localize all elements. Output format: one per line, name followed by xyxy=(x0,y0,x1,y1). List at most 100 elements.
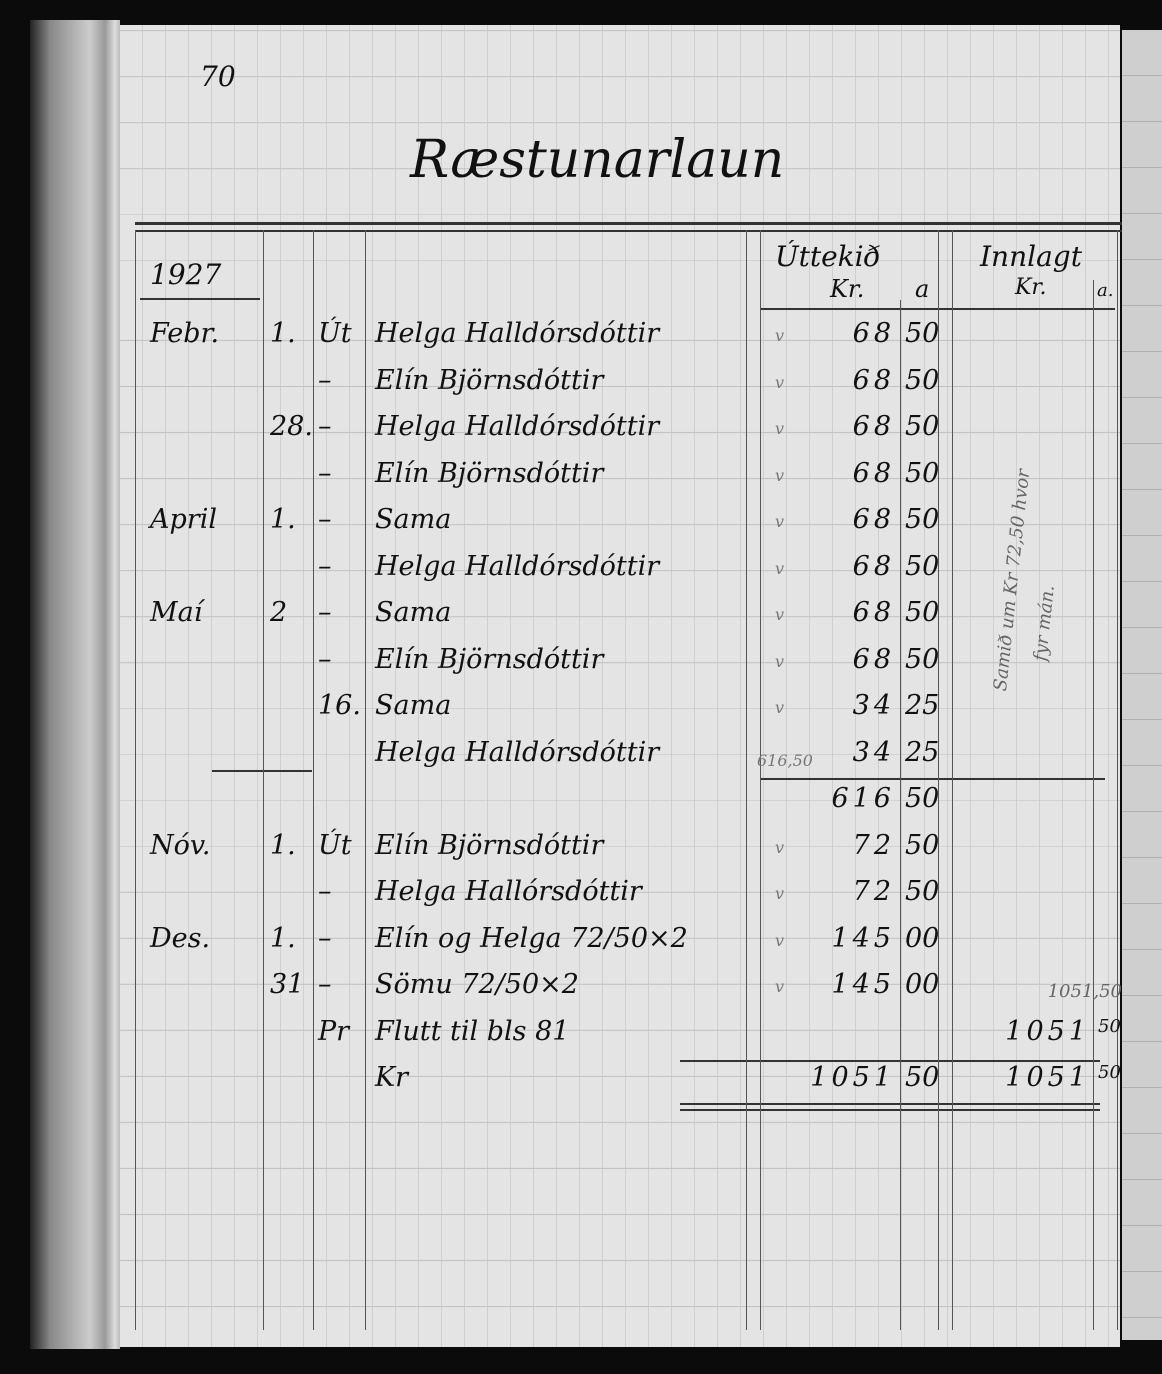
section-rule xyxy=(212,770,312,772)
cell-check: v xyxy=(775,605,785,624)
year-underline xyxy=(140,298,260,300)
top-rule-2 xyxy=(135,230,1122,232)
in-aur-header: a. xyxy=(1097,280,1114,301)
cell-kr: 145 xyxy=(831,969,895,1000)
cell-check: v xyxy=(775,698,785,717)
in-kr-header: Kr. xyxy=(1015,275,1047,300)
cell-kr: 68 xyxy=(852,457,895,489)
cell-aur: 50 xyxy=(905,597,940,628)
total-rule xyxy=(680,1060,1100,1062)
col-line xyxy=(760,230,761,1330)
out-column-header: Úttekið xyxy=(775,240,881,273)
cell-kr: 616 xyxy=(831,783,895,814)
cell-in-kr: 1051,50 xyxy=(1047,981,1122,1002)
cell-kr: 68 xyxy=(852,364,895,396)
cell-day: 2 xyxy=(270,597,288,628)
cell-name: Helga Halldórsdóttir xyxy=(375,411,660,442)
double-rule-1 xyxy=(680,1103,1100,1105)
cell-check: v xyxy=(775,326,785,345)
subtotal-rule xyxy=(760,778,1105,780)
cell-check: v xyxy=(775,651,785,671)
cell-type: – xyxy=(318,364,332,396)
cell-name: Sömu 72/50×2 xyxy=(375,969,579,1000)
cell-name: Helga Halldórsdóttir xyxy=(375,550,660,582)
cell-in-aur: 50 xyxy=(1098,1062,1121,1083)
cell-name: Helga Hallórsdóttir xyxy=(375,876,642,907)
cell-kr: 145 xyxy=(831,922,895,954)
col-line xyxy=(263,230,264,1330)
cell-kr: 1051 xyxy=(810,1062,895,1093)
cell-check: v xyxy=(775,558,785,578)
col-line xyxy=(952,230,953,1330)
cell-check: v xyxy=(775,419,785,438)
book-spine xyxy=(30,20,120,1349)
col-line xyxy=(1093,280,1094,1330)
cell-name: Sama xyxy=(375,597,452,628)
cell-check: v xyxy=(775,930,785,950)
cell-kr: 68 xyxy=(852,504,895,535)
cell-check: v xyxy=(775,977,785,996)
col-line xyxy=(938,230,939,1330)
cell-type: – xyxy=(318,550,332,582)
out-aur-header: a xyxy=(915,275,930,303)
cell-aur: 00 xyxy=(905,922,940,954)
cell-aur: 50 xyxy=(905,457,940,489)
cell-day: 1. xyxy=(270,318,296,349)
cell-kr: 68 xyxy=(852,597,895,628)
cell-in-kr: 1051 xyxy=(1005,1062,1090,1093)
cell-type: – xyxy=(318,504,332,535)
cell-kr: 68 xyxy=(852,643,895,675)
cell-check: v xyxy=(775,884,785,903)
cell-aur: 50 xyxy=(905,1062,940,1093)
cell-check: v xyxy=(775,372,785,392)
cell-check: v xyxy=(775,512,785,531)
cell-month: Febr. xyxy=(150,318,220,349)
cell-type: 16. xyxy=(318,690,361,721)
col-line xyxy=(313,230,314,1330)
cell-day: 1. xyxy=(270,829,296,861)
cell-aur: 00 xyxy=(905,969,940,1000)
cell-kr: 72 xyxy=(852,829,895,861)
cell-type: – xyxy=(318,597,332,628)
cell-type: – xyxy=(318,922,332,954)
cell-day: 1. xyxy=(270,922,296,954)
cell-name: Elín Björnsdóttir xyxy=(375,364,604,396)
cell-type: Út xyxy=(318,318,352,349)
top-rule xyxy=(135,222,1122,225)
cell-check: v xyxy=(775,465,785,485)
cell-name: Sama xyxy=(375,504,452,535)
cell-day: 1. xyxy=(270,504,296,535)
double-rule-2 xyxy=(680,1109,1100,1111)
year-label: 1927 xyxy=(150,258,222,291)
cell-type: Pr xyxy=(318,1015,350,1047)
cell-name: Elín Björnsdóttir xyxy=(375,643,604,675)
cell-name: Flutt til bls 81 xyxy=(375,1015,570,1047)
cell-check: v xyxy=(775,837,785,857)
cell-name: Kr xyxy=(375,1062,409,1093)
cell-name: Helga Halldórsdóttir xyxy=(375,318,660,349)
cell-name: Helga Halldórsdóttir xyxy=(375,736,660,768)
cell-aur: 50 xyxy=(905,550,940,582)
ledger-page xyxy=(120,25,1120,1347)
cell-day: 31 xyxy=(270,969,305,1000)
in-column-header: Innlagt xyxy=(980,240,1082,273)
facing-page-edge xyxy=(1122,30,1162,1340)
page-title: Ræstunarlaun xyxy=(410,130,785,190)
cell-kr: 34 xyxy=(852,690,895,721)
cell-in-aur: 50 xyxy=(1098,1015,1121,1037)
cell-in-kr: 1051 xyxy=(1005,1015,1090,1047)
cell-name: Elín Björnsdóttir xyxy=(375,829,604,861)
cell-kr: 68 xyxy=(852,411,895,442)
col-line xyxy=(135,230,136,1330)
cell-name: Sama xyxy=(375,690,452,721)
cell-month: Nóv. xyxy=(150,829,211,861)
cell-aur: 50 xyxy=(905,504,940,535)
cell-type: – xyxy=(318,969,332,1000)
out-kr-header: Kr. xyxy=(830,275,865,303)
cell-month: Des. xyxy=(150,922,211,954)
cell-type: – xyxy=(318,643,332,675)
cell-type: – xyxy=(318,457,332,489)
cell-day: 28. xyxy=(270,411,313,442)
cell-aur: 50 xyxy=(905,829,940,861)
cell-type: Út xyxy=(318,829,352,861)
